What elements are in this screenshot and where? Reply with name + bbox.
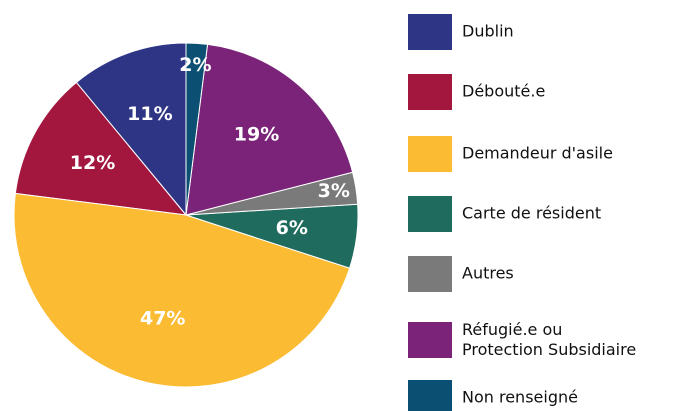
pie-slice: [185, 43, 354, 216]
legend-swatch: [408, 256, 452, 292]
pie-slice: [13, 192, 351, 388]
slice-label: 3%: [318, 180, 350, 202]
slice-label: 12%: [70, 152, 115, 174]
slice-label: 6%: [276, 217, 308, 239]
slice-label: 2%: [179, 54, 211, 76]
legend-swatch: [408, 14, 452, 50]
pie-slice: [75, 42, 187, 217]
legend-swatch: [408, 322, 452, 358]
pie-slice: [185, 42, 209, 216]
pie-slice: [14, 81, 188, 216]
slice-label: 19%: [234, 124, 279, 146]
legend-label: Demandeur d'asile: [462, 144, 613, 163]
slice-label: 47%: [140, 308, 185, 330]
slice-label: 11%: [127, 103, 172, 125]
legend-label: Autres: [462, 264, 514, 283]
legend-swatch: [408, 136, 452, 172]
legend-swatch: [408, 74, 452, 110]
legend-swatch: [408, 380, 452, 411]
legend-label: Réfugié.e ou Protection Subsidiaire: [462, 320, 636, 359]
legend-swatch: [408, 196, 452, 232]
legend-label: Carte de résident: [462, 204, 601, 223]
legend-label: Dublin: [462, 22, 514, 41]
legend-label: Débouté.e: [462, 82, 545, 101]
legend-label: Non renseigné: [462, 388, 578, 407]
